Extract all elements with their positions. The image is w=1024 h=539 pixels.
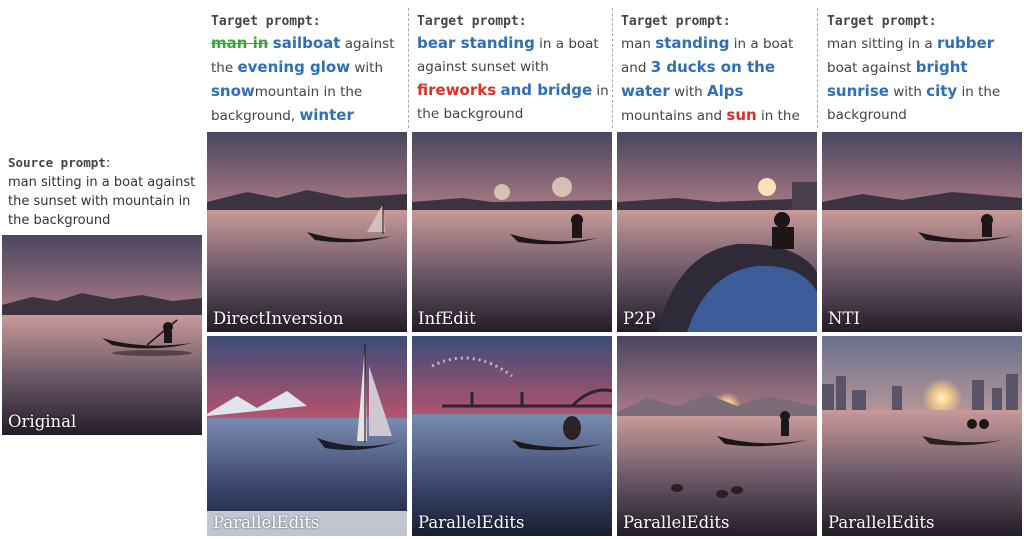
target-prompt-text: bear standing in a boat against sunset w… <box>417 32 613 126</box>
method-label: NTI <box>828 309 860 328</box>
target-prompt-header: Target prompt: <box>621 14 731 29</box>
source-prompt-text: man sitting in a boat against the sunset… <box>8 175 196 228</box>
target-prompt-text: man sitting in a rubber boat against bri… <box>827 32 1023 127</box>
edited-word: Alps <box>706 82 744 100</box>
target-prompt-header: Target prompt: <box>417 14 527 29</box>
method-label: InfEdit <box>418 309 476 328</box>
result-scene <box>822 132 1022 332</box>
edited-word: bright sunrise <box>827 58 968 100</box>
method-label: P2P <box>623 309 656 328</box>
prompt-word: man <box>621 36 656 52</box>
target-prompt-text: man in sailboat against the evening glow… <box>211 32 407 152</box>
prompt-word: against the <box>211 36 395 76</box>
edited-word: city <box>926 82 958 100</box>
prompt-word: in a boat and <box>621 36 794 76</box>
prompt-word: mountains and <box>621 108 727 124</box>
edited-word: sun <box>726 106 757 124</box>
prompt-word: mountain in the background, <box>211 84 363 124</box>
result-paralleledits-1: ParallelEdits <box>207 336 407 536</box>
original-label: Original <box>8 412 77 431</box>
result-directinversion: DirectInversion <box>207 132 407 332</box>
column-divider <box>612 8 613 128</box>
source-prompt-header: Source prompt <box>8 155 106 170</box>
original-image: Original <box>2 235 202 435</box>
method-label: ParallelEdits <box>828 513 935 532</box>
edited-word: fireworks <box>417 81 497 99</box>
prompt-word: boat against <box>827 60 916 76</box>
target-prompt-1: Target prompt: man in sailboat against t… <box>211 12 407 152</box>
edited-word: rubber <box>936 34 995 52</box>
original-scene <box>2 235 202 435</box>
method-label: ParallelEdits <box>418 513 525 532</box>
result-scene <box>617 132 817 332</box>
target-prompt-text: man standing in a boat and 3 ducks on th… <box>621 32 817 151</box>
edited-word: man in <box>211 34 269 52</box>
result-p2p: P2P <box>617 132 817 332</box>
edited-word: snow <box>211 82 255 100</box>
result-paralleledits-3: ParallelEdits <box>617 336 817 536</box>
result-infedit: InfEdit <box>412 132 612 332</box>
source-prompt-colon: : <box>105 156 111 171</box>
source-prompt: Source prompt: man sitting in a boat aga… <box>8 153 200 230</box>
prompt-word: in the background <box>417 83 609 122</box>
result-nti: NTI <box>822 132 1022 332</box>
result-scene <box>412 336 612 536</box>
prompt-word: in a boat against sunset with <box>417 36 599 75</box>
method-label: ParallelEdits <box>213 513 320 532</box>
column-divider <box>408 8 409 128</box>
prompt-word: with <box>669 84 707 100</box>
result-scene <box>412 132 612 332</box>
target-prompt-header: Target prompt: <box>827 14 937 29</box>
result-scene <box>207 336 407 536</box>
column-divider <box>817 8 818 128</box>
edited-word: and bridge <box>500 81 593 99</box>
method-label: DirectInversion <box>213 309 344 328</box>
prompt-word: in the background <box>827 84 1001 123</box>
edited-word: 3 ducks on the water <box>621 58 776 100</box>
prompt-word: man sitting in a <box>827 36 937 52</box>
prompt-word: with <box>350 60 384 76</box>
result-scene <box>617 336 817 536</box>
prompt-word: with <box>888 84 927 100</box>
method-label: ParallelEdits <box>623 513 730 532</box>
result-scene <box>822 336 1022 536</box>
result-paralleledits-4: ParallelEdits <box>822 336 1022 536</box>
target-prompt-2: Target prompt: bear standing in a boat a… <box>417 12 613 126</box>
target-prompt-header: Target prompt: <box>211 14 321 29</box>
result-paralleledits-2: ParallelEdits <box>412 336 612 536</box>
target-prompt-4: Target prompt: man sitting in a rubber b… <box>827 12 1023 127</box>
target-prompt-3: Target prompt: man standing in a boat an… <box>621 12 817 151</box>
edited-word: bear standing <box>417 34 535 52</box>
edited-word: standing <box>655 34 730 52</box>
edited-word: sailboat <box>272 34 341 52</box>
result-scene <box>207 132 407 332</box>
edited-word: evening glow <box>237 58 351 76</box>
